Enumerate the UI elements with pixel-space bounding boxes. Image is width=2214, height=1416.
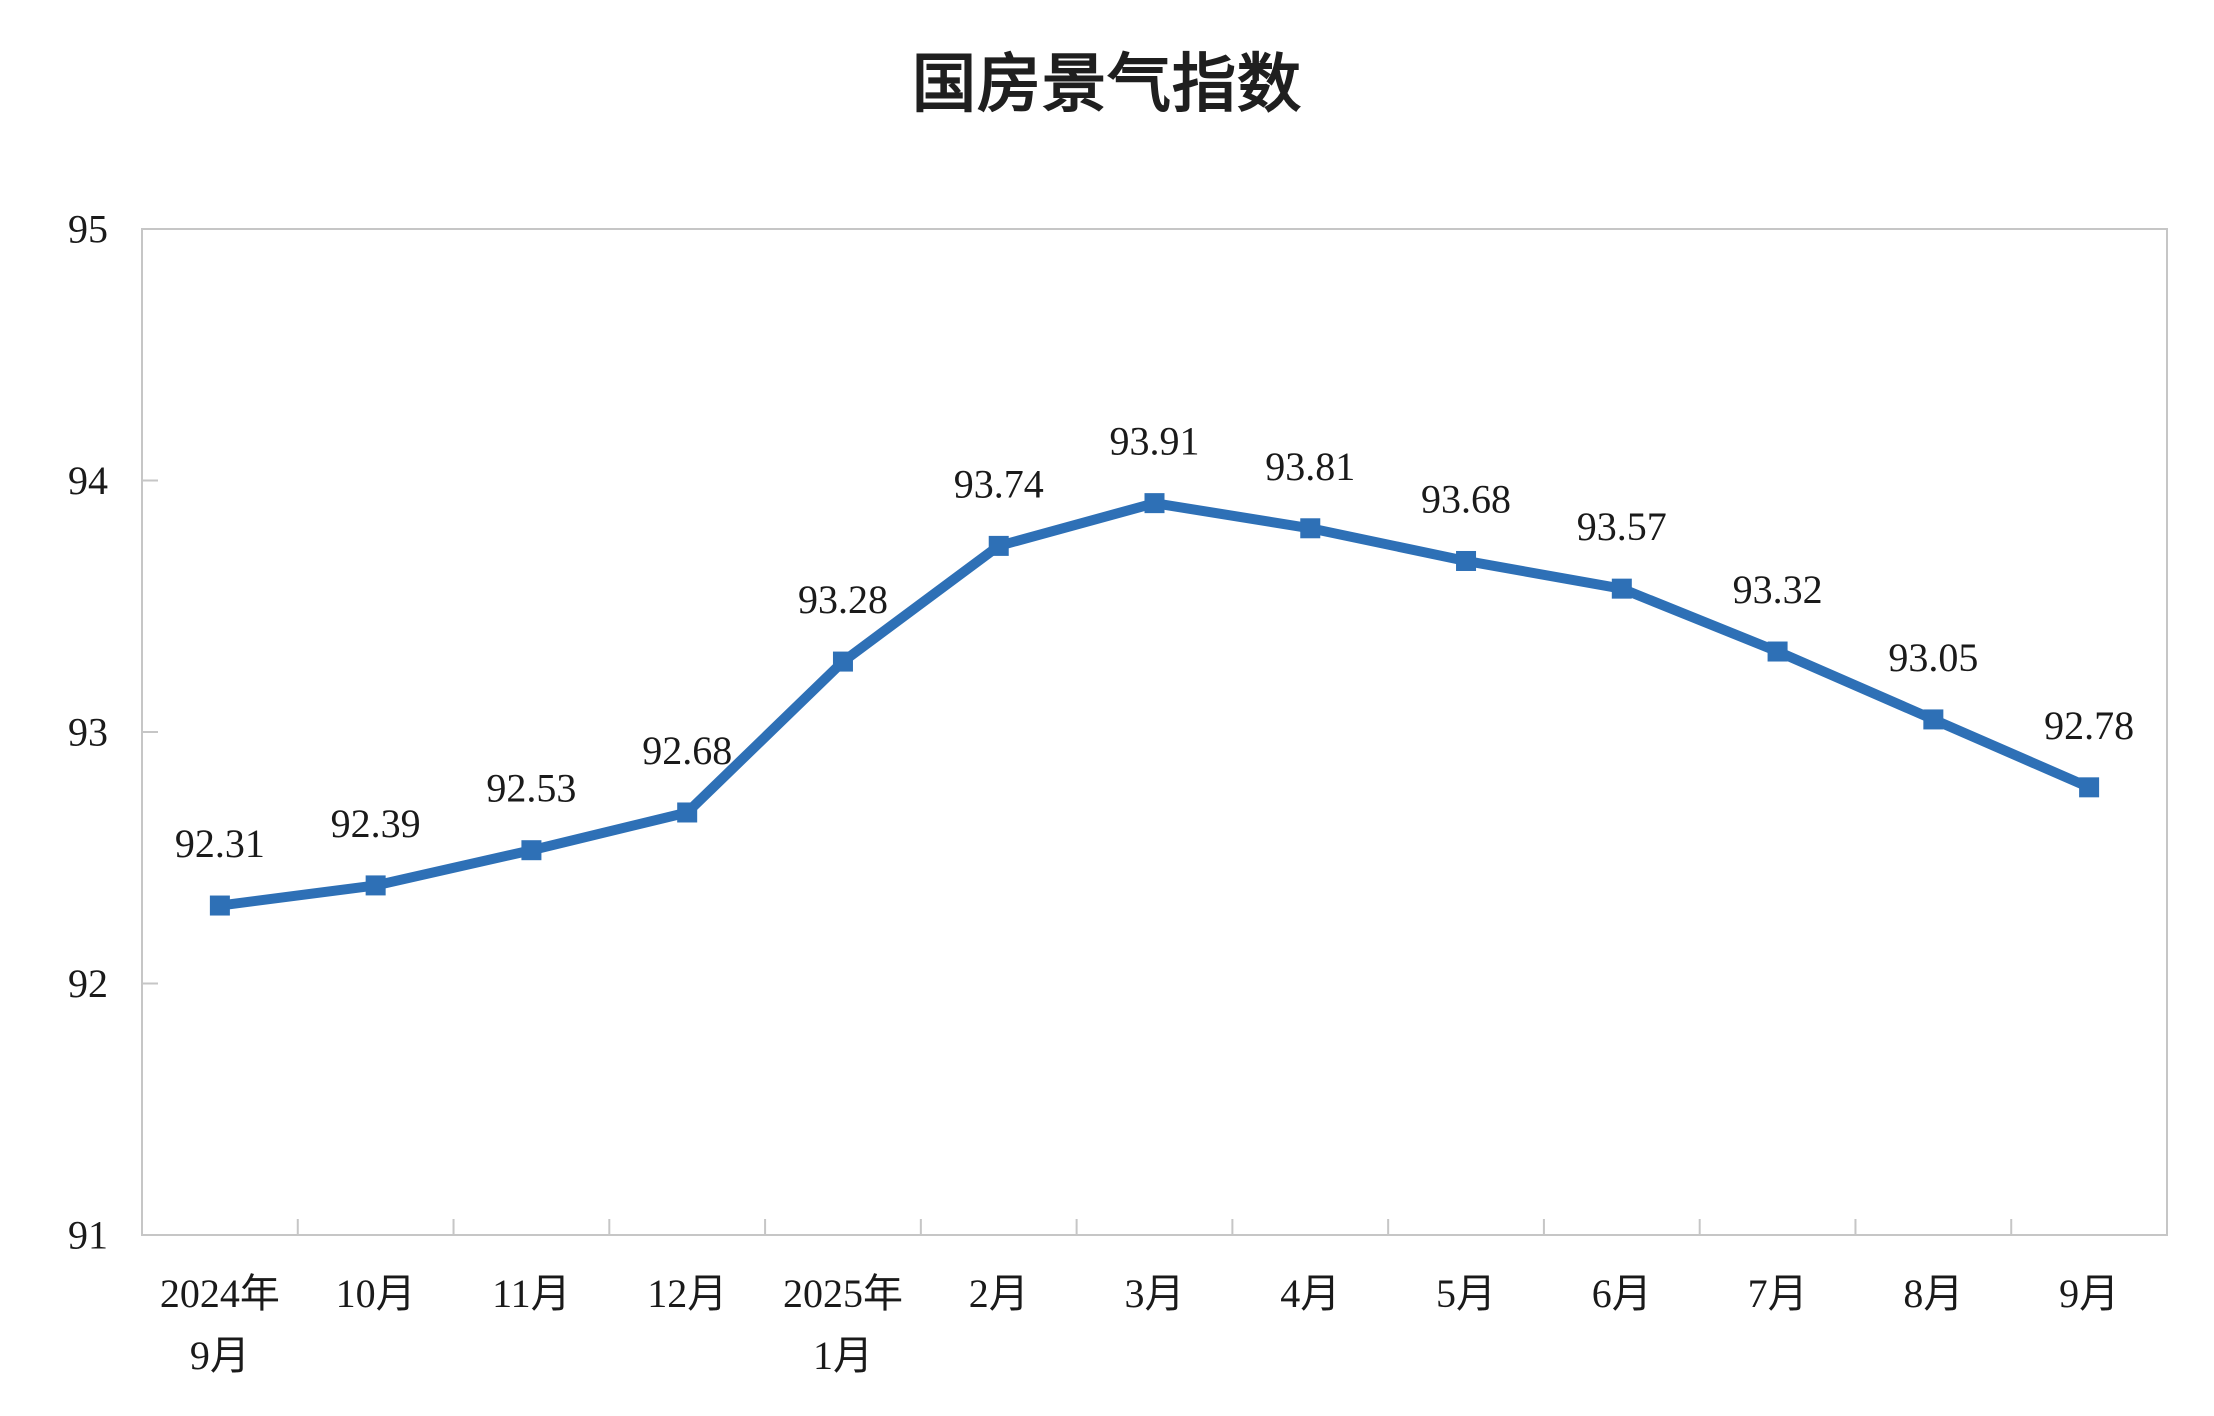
- x-axis-tick-label: 5月: [1436, 1271, 1496, 1316]
- x-axis-tick-label: 7月: [1748, 1271, 1808, 1316]
- data-label: 93.91: [1110, 419, 1200, 464]
- x-axis-tick-label: 10月: [336, 1271, 416, 1316]
- plot-area-border: [141, 228, 2168, 1236]
- data-point-marker: [365, 875, 386, 896]
- series-line: [214, 498, 2095, 911]
- x-axis-tick-label: 2024年 9月: [160, 1271, 280, 1378]
- data-label: 92.78: [2044, 703, 2134, 748]
- data-label: 92.31: [175, 821, 265, 866]
- x-axis-tick-label: 2025年 1月: [783, 1271, 903, 1378]
- data-label: 93.57: [1577, 504, 1667, 549]
- data-label: 93.32: [1733, 567, 1823, 612]
- x-axis-tick-label: 6月: [1592, 1271, 1652, 1316]
- data-point-marker: [988, 535, 1009, 556]
- data-point-marker: [209, 895, 230, 916]
- data-label: 93.68: [1421, 476, 1511, 521]
- data-point-marker: [1611, 578, 1632, 599]
- chart-title: 国房景气指数: [912, 49, 1302, 120]
- data-label: 92.39: [331, 801, 421, 846]
- y-axis-tick-label: 93: [68, 710, 108, 755]
- x-axis-tick-label: 2月: [969, 1271, 1029, 1316]
- data-point-marker: [1300, 518, 1321, 539]
- data-point-marker: [832, 651, 853, 672]
- x-axis-tick-label: 9月: [2059, 1271, 2119, 1316]
- data-label: 92.68: [642, 728, 732, 773]
- data-label: 93.74: [954, 461, 1044, 506]
- data-point-marker: [1767, 641, 1788, 662]
- x-axis-tick-label: 11月: [492, 1271, 571, 1316]
- data-point-marker: [1923, 709, 1944, 730]
- y-axis-tick-label: 94: [68, 458, 108, 503]
- data-point-marker: [521, 840, 542, 861]
- data-label: 92.53: [486, 766, 576, 811]
- x-axis-tick-label: 3月: [1125, 1271, 1185, 1316]
- data-label: 93.05: [1888, 635, 1978, 680]
- x-axis-tick-label: 4月: [1280, 1271, 1340, 1316]
- y-axis-tick-label: 95: [68, 207, 108, 252]
- data-point-marker: [2079, 777, 2100, 798]
- x-axis-tick-label: 8月: [1903, 1271, 1963, 1316]
- data-point-marker: [1144, 493, 1165, 514]
- data-point-marker: [677, 802, 698, 823]
- data-label: 93.81: [1265, 444, 1355, 489]
- x-axis-tick-label: 12月: [647, 1271, 727, 1316]
- y-axis-tick-label: 92: [68, 961, 108, 1006]
- y-axis-tick-label: 91: [68, 1213, 108, 1258]
- data-label: 93.28: [798, 577, 888, 622]
- data-point-marker: [1456, 550, 1477, 571]
